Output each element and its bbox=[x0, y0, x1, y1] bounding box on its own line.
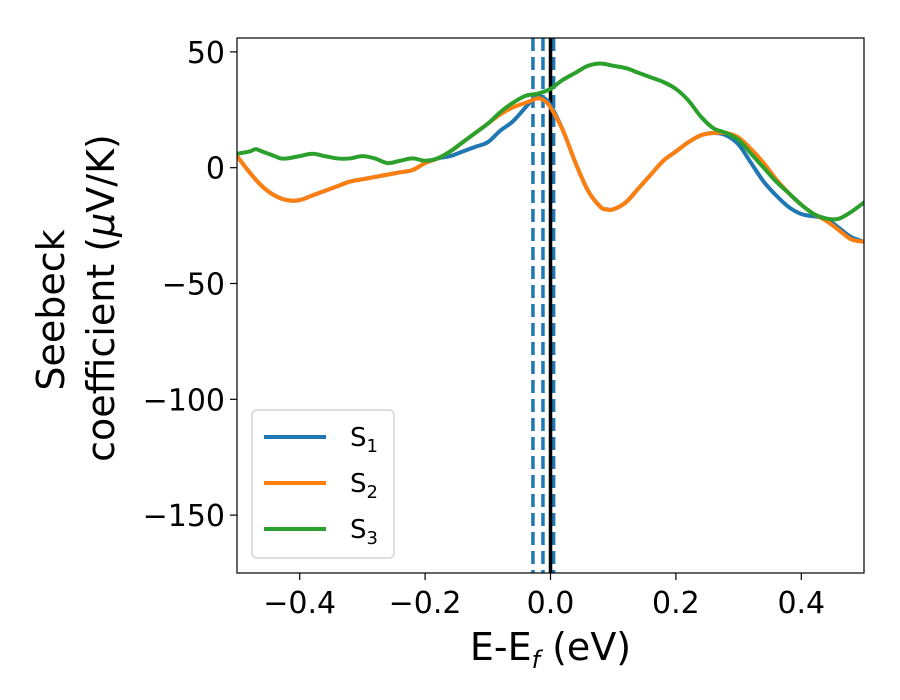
x-axis-title-unit: (eV) bbox=[540, 625, 631, 669]
y-axis-ticks: 50 0 −50 −100 −150 bbox=[143, 36, 237, 534]
y-axis-title-mu: μ bbox=[79, 213, 123, 238]
y-axis-title-pre: coefficient ( bbox=[79, 237, 123, 462]
legend-label-s1-sub: 1 bbox=[367, 436, 378, 457]
y-axis-title: Seebeck coefficient (μV/K) bbox=[29, 134, 123, 462]
vertical-reference-lines bbox=[531, 38, 556, 573]
y-tick-label: −150 bbox=[143, 499, 225, 534]
x-axis-title: E-Ef (eV) bbox=[470, 625, 631, 674]
legend-label-s3-sub: 3 bbox=[367, 528, 378, 549]
x-tick-label: −0.2 bbox=[389, 586, 462, 621]
legend-label-s1-main: S bbox=[350, 423, 367, 453]
x-axis-title-main: E-E bbox=[470, 625, 532, 669]
legend-label-s3-main: S bbox=[350, 515, 367, 545]
series-lines bbox=[237, 61, 864, 244]
x-tick-label: 0.2 bbox=[652, 586, 700, 621]
y-axis-title-line1: Seebeck bbox=[29, 229, 73, 390]
series-line-s2 bbox=[237, 96, 864, 244]
y-tick-label: 0 bbox=[206, 152, 225, 187]
legend-label-s3: S3 bbox=[350, 515, 378, 549]
legend-label-s2-main: S bbox=[350, 469, 367, 499]
legend-label-s2: S2 bbox=[350, 469, 378, 503]
x-tick-label: −0.4 bbox=[263, 586, 336, 621]
legend-label-s2-sub: 2 bbox=[367, 482, 378, 503]
y-axis-title-line2: coefficient (μV/K) bbox=[79, 134, 123, 462]
x-axis-ticks: −0.4 −0.2 0.0 0.2 0.4 bbox=[263, 573, 825, 621]
series-line-s3 bbox=[237, 61, 864, 222]
legend-label-s1: S1 bbox=[350, 423, 378, 457]
y-axis-title-post: V/K) bbox=[79, 134, 123, 213]
x-tick-label: 0.0 bbox=[527, 586, 575, 621]
y-tick-label: −100 bbox=[143, 383, 225, 418]
legend: S1 S2 S3 bbox=[251, 409, 395, 559]
y-tick-label: −50 bbox=[162, 267, 225, 302]
y-tick-label: 50 bbox=[187, 36, 225, 71]
x-tick-label: 0.4 bbox=[777, 586, 825, 621]
